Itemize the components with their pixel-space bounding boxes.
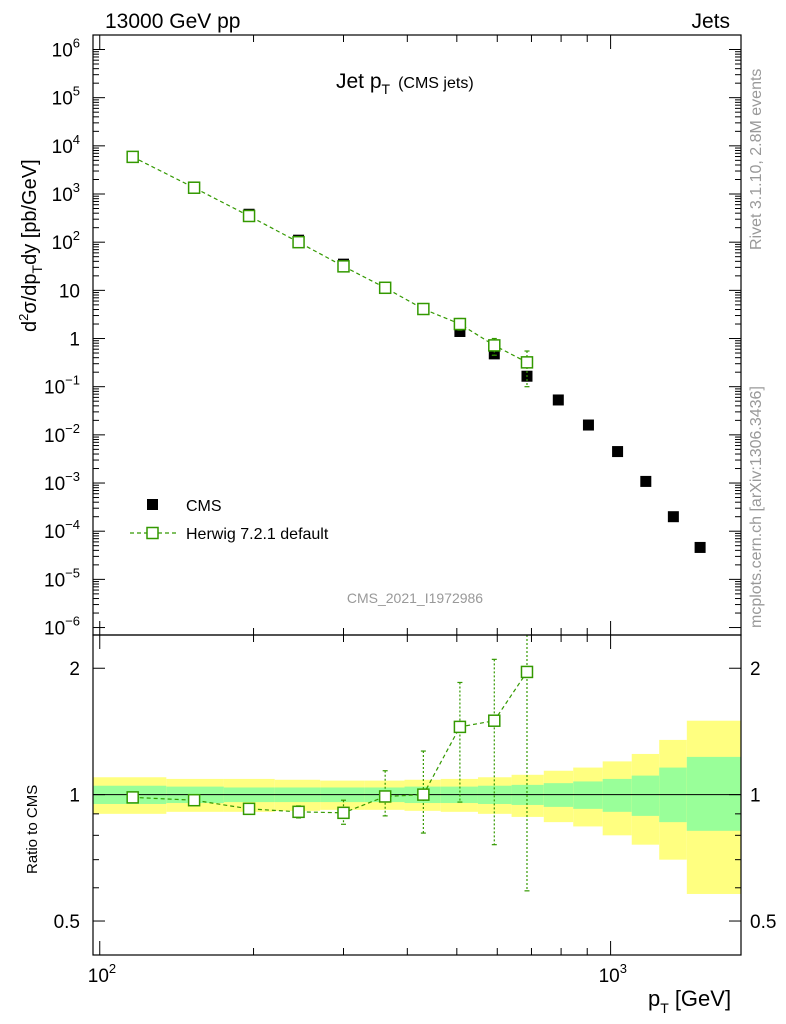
legend-cms-label: CMS <box>186 498 222 515</box>
legend-herwig-label: Herwig 7.2.1 default <box>186 526 329 543</box>
ratio-y-tick-label-left: 2 <box>69 659 80 680</box>
axes-layer: 10610510410310210110−110−210−310−410−510… <box>44 34 776 987</box>
cms-data-point <box>454 325 466 337</box>
herwig-ratio-point <box>520 665 534 679</box>
herwig-data-point <box>417 302 430 316</box>
herwig-ratio-point <box>126 791 139 804</box>
main-y-tick-label: 1 <box>69 330 80 351</box>
cms-data-point <box>488 348 500 360</box>
herwig-ratio-point <box>378 790 392 803</box>
ratio-y-tick-label-right: 1 <box>750 786 761 807</box>
herwig-data-point <box>337 260 350 273</box>
x-axis-title: pT [GeV] <box>648 986 731 1016</box>
ratio-y-tick-label-left: 1 <box>69 786 80 807</box>
herwig-ratio-point <box>488 714 501 727</box>
herwig-ratio-point <box>453 720 467 734</box>
main-y-tick-label: 10−2 <box>44 421 80 447</box>
herwig-data-point <box>187 181 201 194</box>
legend-cms-marker <box>147 499 158 510</box>
herwig-data-point <box>378 281 392 295</box>
main-y-tick-label: 105 <box>52 84 80 110</box>
main-y-tick-label: 104 <box>52 132 80 158</box>
green-band-bin <box>631 775 660 816</box>
cms-data-point <box>694 541 706 553</box>
main-y-tick-label: 10−6 <box>44 614 80 640</box>
cms-data-point <box>582 419 594 431</box>
green-band-bin <box>573 781 603 809</box>
main-y-tick-label: 10−4 <box>44 517 80 543</box>
cms-data-point <box>640 475 652 487</box>
mcplots-label: mcplots.cern.ch [arXiv:1306.3436] <box>748 386 765 628</box>
herwig-ratio-point <box>417 788 430 801</box>
cms-data-point <box>612 446 624 458</box>
green-band-bin <box>686 756 741 831</box>
main-plot-frame <box>92 34 742 636</box>
herwig-ratio-point <box>242 802 256 816</box>
main-y-tick-label: 10 <box>59 281 80 302</box>
herwig-data-point <box>453 317 467 331</box>
main-y-tick-label: 10−3 <box>44 469 80 495</box>
herwig-data-point <box>126 150 139 164</box>
main-y-tick-label: 102 <box>52 228 80 254</box>
cms-data-point <box>552 394 564 406</box>
main-y-tick-label: 10−1 <box>44 373 80 399</box>
herwig-ratio-point <box>337 806 350 820</box>
main-y-tick-label: 103 <box>52 180 80 206</box>
main-y-tick-label: 10−5 <box>44 565 80 591</box>
rivet-label: Rivet 3.1.10, 2.8M events <box>748 69 765 250</box>
main-title: Jet pT (CMS jets) <box>336 70 474 97</box>
ratio-ylabel: Ratio to CMS <box>24 785 41 874</box>
herwig-data-point <box>488 339 501 352</box>
x-tick-label: 102 <box>88 961 116 987</box>
legend-herwig-marker <box>146 526 159 540</box>
herwig-data-point <box>292 235 305 249</box>
herwig-data-point <box>242 209 256 223</box>
legend: CMS Herwig 7.2.1 default <box>130 498 329 543</box>
main-plot-layer <box>126 150 706 553</box>
herwig-ratio-line <box>132 671 528 814</box>
green-band-bin <box>602 778 632 812</box>
herwig-main-line <box>132 156 528 363</box>
header-left: 13000 GeV pp <box>105 10 240 33</box>
herwig-ratio-point <box>292 805 305 819</box>
ratio-y-tick-label-right: 2 <box>750 659 761 680</box>
ratio-y-tick-label-left: 0.5 <box>54 912 80 933</box>
herwig-data-point <box>520 356 534 369</box>
ratio-y-tick-label-right: 0.5 <box>750 912 776 933</box>
main-y-tick-label: 106 <box>52 36 80 62</box>
ratio-plot-layer <box>126 635 534 892</box>
header-right: Jets <box>691 10 730 33</box>
main-ylabel: d2σ/dpTdy [pb/GeV] <box>16 159 45 332</box>
analysis-watermark: CMS_2021_I1972986 <box>347 590 483 606</box>
ratio-uncertainty-bands <box>93 720 741 894</box>
herwig-ratio-point <box>187 793 201 807</box>
cms-data-point <box>667 511 679 523</box>
x-tick-label: 103 <box>599 961 627 987</box>
